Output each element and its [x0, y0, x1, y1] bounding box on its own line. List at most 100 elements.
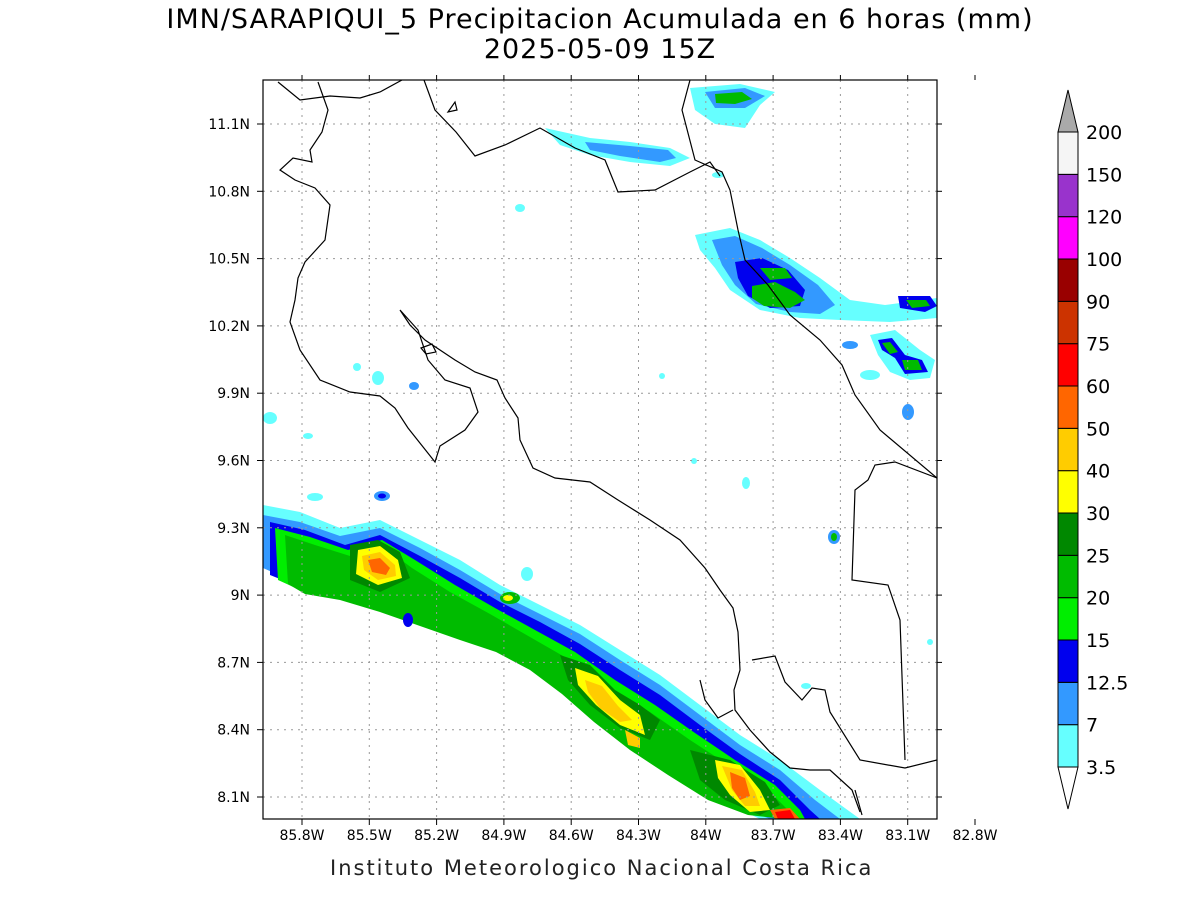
- colorbar-segment: [1057, 216, 1079, 260]
- precip-cell: [353, 363, 361, 371]
- lake-nicaragua-shore: [279, 81, 861, 813]
- precip-cell: [831, 533, 837, 541]
- colorbar-segment: [1057, 173, 1079, 218]
- y-tick-label: 11.1N: [208, 117, 250, 133]
- precip-contour-30: [356, 546, 770, 812]
- precip-cell: [902, 404, 914, 420]
- colorbar-label: 15: [1086, 630, 1110, 652]
- precip-cell: [691, 458, 697, 464]
- precip-cell: [307, 493, 323, 501]
- precip-cell: [742, 477, 750, 489]
- x-tick-label: 85.8W: [279, 828, 324, 844]
- precip-colorbar: 3.5 7 12.5 15 20 25 30 40 50 60 75 90 100 120 150 200: [1057, 89, 1128, 810]
- osa-peninsula: [751, 655, 937, 769]
- precip-cell: [372, 371, 384, 385]
- colorbar-label: 25: [1086, 545, 1110, 567]
- y-tick-label: 9.3N: [217, 521, 250, 537]
- precipitation-field: [263, 84, 937, 819]
- precip-contour-20: [715, 92, 752, 104]
- y-tick-label: 9.6N: [217, 454, 250, 470]
- x-tick-label: 83.4W: [818, 828, 863, 844]
- colorbar-label: 100: [1086, 249, 1122, 271]
- colorbar-segment: [1057, 427, 1079, 472]
- colorbar-segment: [1057, 300, 1079, 345]
- colorbar-label: 3.5: [1086, 757, 1116, 779]
- x-tick-label: 82.8W: [952, 828, 997, 844]
- colorbar-label: 90: [1086, 291, 1110, 313]
- map-title: IMN/SARAPIQUI_5 Precipitacion Acumulada …: [166, 4, 1034, 35]
- precip-cell: [659, 373, 665, 379]
- colorbar-label: 150: [1086, 164, 1122, 186]
- precip-contour-60: [775, 810, 795, 819]
- precip-cell: [403, 613, 413, 627]
- colorbar-label: 20: [1086, 588, 1110, 610]
- colorbar-segment: [1057, 131, 1079, 175]
- longitude-axis: 85.8W 85.5W 85.2W 84.9W 84.6W 84.3W 84W 83.7W 83…: [279, 75, 998, 844]
- x-tick-label: 84W: [690, 828, 722, 844]
- x-tick-label: 84.6W: [549, 828, 594, 844]
- colorbar-label: 7: [1086, 715, 1098, 737]
- precip-contour-7: [585, 142, 676, 162]
- precip-cell: [409, 382, 419, 390]
- y-tick-label: 8.4N: [217, 723, 250, 739]
- lat-lon-gridlines: [263, 80, 937, 819]
- map-footer-institution: Instituto Meteorologico Nacional Costa R…: [330, 856, 874, 880]
- colorbar-segment: [1057, 724, 1079, 768]
- latitude-axis: 11.1N 10.8N 10.5N 10.2N 9.9N 9.6N 9.3N 9N 8.7N 8.…: [208, 117, 942, 806]
- colorbar-arrow-bottom: [1057, 766, 1079, 810]
- nicaragua-border: [277, 80, 403, 101]
- colorbar-segment: [1057, 597, 1079, 641]
- colorbar-segment: [1057, 258, 1079, 302]
- colorbar-segment: [1057, 385, 1079, 429]
- precip-contour-20: [906, 300, 930, 308]
- colorbar-label: 75: [1086, 334, 1110, 356]
- gulf-of-nicoya-island: [419, 343, 437, 355]
- colorbar-label: 50: [1086, 418, 1110, 440]
- precip-cell: [503, 595, 513, 601]
- nicaragua-costa-rica-border: [423, 80, 721, 193]
- precip-cell: [842, 341, 858, 349]
- precip-cell: [927, 639, 933, 645]
- precip-cell: [263, 412, 277, 424]
- y-tick-label: 10.8N: [208, 184, 250, 200]
- y-tick-label: 9.9N: [217, 386, 250, 402]
- colorbar-segment: [1057, 343, 1079, 387]
- colorbar-segment: [1057, 512, 1079, 556]
- y-tick-label: 8.1N: [217, 790, 250, 806]
- y-tick-label: 9N: [231, 588, 250, 604]
- x-tick-label: 84.3W: [616, 828, 661, 844]
- colorbar-segment: [1057, 554, 1079, 599]
- colorbar-label: 30: [1086, 503, 1110, 525]
- precip-cell: [521, 567, 533, 581]
- colorbar-label: 40: [1086, 461, 1110, 483]
- precip-cell: [860, 370, 880, 380]
- precip-cell: [303, 433, 313, 439]
- islet-north: [446, 100, 458, 113]
- precip-cell: [378, 493, 386, 499]
- precip-cell: [801, 683, 811, 689]
- colorbar-label: 120: [1086, 207, 1122, 229]
- colorbar-label: 200: [1086, 122, 1122, 144]
- x-tick-label: 84.9W: [481, 828, 526, 844]
- x-tick-label: 83.7W: [751, 828, 796, 844]
- precip-contour-20: [285, 535, 792, 819]
- panama-coast-south: [854, 789, 863, 816]
- precip-contour-20: [752, 268, 805, 308]
- precip-cell: [712, 172, 724, 178]
- colorbar-segment: [1057, 681, 1079, 726]
- caribbean-coast: [681, 80, 937, 479]
- x-tick-label: 83.1W: [885, 828, 930, 844]
- panama-border: [851, 461, 937, 761]
- colorbar-segment: [1057, 639, 1079, 683]
- x-tick-label: 85.5W: [347, 828, 392, 844]
- burica-coast: [699, 679, 734, 719]
- y-tick-label: 10.5N: [208, 252, 250, 268]
- precip-contour-20: [882, 342, 922, 370]
- colorbar-label: 12.5: [1086, 672, 1128, 694]
- map-frame: [262, 79, 938, 820]
- colorbar-label: 60: [1086, 376, 1110, 398]
- y-tick-label: 10.2N: [208, 319, 250, 335]
- map-datetime: 2025-05-09 15Z: [483, 34, 717, 65]
- colorbar-segment: [1057, 470, 1079, 514]
